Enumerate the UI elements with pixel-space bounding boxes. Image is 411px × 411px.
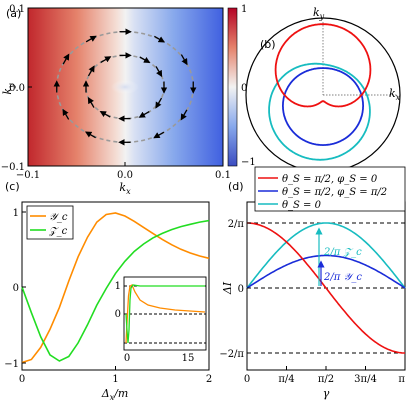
spin-arrows xyxy=(53,28,197,146)
series-Yc xyxy=(21,212,210,364)
legend-d: θ_S = π/2, φ_S = 0 θ_S = π/2, φ_S = π/2 … xyxy=(254,166,406,212)
spin-arrow-23 xyxy=(180,109,188,121)
cbar-tick-2: −1 xyxy=(241,157,256,168)
inset-ytick-0: 1 xyxy=(115,281,121,292)
inset-xtick-0: 0 xyxy=(124,353,130,364)
series-d-cyan xyxy=(246,222,406,289)
xtick-a-2: 0.1 xyxy=(215,170,231,181)
xtick-c-1: 1 xyxy=(112,374,118,385)
inset-xtick-1: 15 xyxy=(182,353,195,364)
annotation-Zc: 2/π 𝒵_c xyxy=(323,247,362,258)
legend-c: 𝒴_c 𝒵_c xyxy=(26,205,74,240)
xtick-a-0: −0.1 xyxy=(16,170,40,181)
ylabel-b: ky xyxy=(313,6,325,21)
ytick-d-1: 0 xyxy=(238,284,244,295)
inset-c: 0 15 1 0 xyxy=(115,276,207,364)
xlabel-b: kx xyxy=(389,87,401,102)
xlabel-d: γ xyxy=(323,387,330,400)
panel-a-label: (a) xyxy=(6,7,21,20)
polar-curve-red xyxy=(274,23,372,108)
xtick-d-0: 0 xyxy=(244,374,250,385)
xtick-d-2: π/2 xyxy=(318,374,334,385)
spin-arrow-16 xyxy=(85,35,97,43)
spin-arrow-17 xyxy=(62,53,70,65)
panel-d: (d) 2/π 𝒵_c 2/π 𝒴_c 0 π/4 π/2 3π/4 π 2/π xyxy=(219,166,406,400)
panel-a-ticks xyxy=(27,7,224,167)
xtick-d-3: 3π/4 xyxy=(354,374,377,385)
spin-arrow-4 xyxy=(100,56,112,63)
spin-arrow-1 xyxy=(155,66,163,78)
spin-arrow-22 xyxy=(153,131,165,139)
spin-arrow-14 xyxy=(154,35,166,43)
spin-arrow-8 xyxy=(99,110,111,118)
inset-ytick-1: 0 xyxy=(115,309,121,320)
heatmap-center xyxy=(111,80,139,94)
legend-d-0: θ_S = π/2, φ_S = 0 xyxy=(282,174,378,185)
series-Zc xyxy=(21,219,210,362)
xtick-c-0: 0 xyxy=(19,374,25,385)
ytick-c-1: 0 xyxy=(13,283,19,294)
spin-arrow-13 xyxy=(180,54,188,66)
xtick-d-1: π/4 xyxy=(278,374,294,385)
ytick-c-2: −1 xyxy=(4,359,19,370)
panel-b: (b) ky kx xyxy=(245,6,401,173)
colorbar xyxy=(227,7,238,167)
series-d-red xyxy=(247,222,405,354)
inset-series-Yc xyxy=(125,284,206,344)
panel-c: (c) 0 1 2 1 0 −1 Δx/m 𝒴_c 𝒵_c xyxy=(4,180,212,402)
ytick-a-1: 0.0 xyxy=(9,83,25,94)
xtick-d-4: π xyxy=(398,374,405,385)
legend-d-1: θ_S = π/2, φ_S = π/2 xyxy=(282,187,387,198)
xtick-a-1: 0.0 xyxy=(117,170,133,181)
plot-frame-d xyxy=(246,201,406,371)
xlabel-c: Δx/m xyxy=(101,387,129,402)
spin-arrow-7 xyxy=(87,96,95,108)
legend-d-2: θ_S = 0 xyxy=(282,200,322,211)
spin-arrow-11 xyxy=(155,97,163,109)
inset-frame xyxy=(123,276,207,351)
xtick-c-2: 2 xyxy=(206,374,212,385)
xlabel-a: kx xyxy=(119,181,131,196)
ytick-d-0: 2/π xyxy=(228,219,245,230)
panel-d-label: (d) xyxy=(228,180,244,193)
ytick-a-2: −0.1 xyxy=(1,162,25,173)
panel-b-label: (b) xyxy=(260,38,276,51)
spin-arrow-10 xyxy=(138,111,150,118)
panel-c-ticks xyxy=(21,211,210,370)
spin-arrow-2 xyxy=(139,56,151,64)
inset-series-Zc xyxy=(125,284,205,344)
panel-a: (a) −0.1 0.0 0.1 0.1 0.0 −0.1 kx ky 1 0 … xyxy=(1,4,256,196)
panel-d-ticks xyxy=(246,222,406,370)
spin-arrow-5 xyxy=(87,65,95,77)
ytick-d-2: −2/π xyxy=(219,349,244,360)
spin-arrow-20 xyxy=(84,131,96,139)
ylabel-d: ΔI xyxy=(221,281,234,295)
spin-arrow-19 xyxy=(62,108,70,120)
panel-c-label: (c) xyxy=(5,180,20,193)
cbar-tick-0: 1 xyxy=(241,4,247,15)
legend-c-Zc: 𝒵_c xyxy=(48,226,68,237)
legend-c-Yc: 𝒴_c xyxy=(49,212,68,223)
ylabel-a: ky xyxy=(1,83,16,95)
ytick-a-0: 0.1 xyxy=(9,4,25,15)
cbar-tick-1: 0 xyxy=(241,83,247,94)
polar-curve-cyan xyxy=(268,62,371,161)
ytick-c-0: 1 xyxy=(13,208,19,219)
series-d-blue xyxy=(246,254,406,289)
annotation-Yc: 2/π 𝒴_c xyxy=(323,272,362,283)
